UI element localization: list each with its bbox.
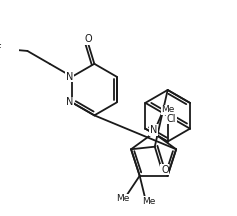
Text: Me: Me xyxy=(161,105,175,114)
Text: N: N xyxy=(66,72,73,82)
Text: F: F xyxy=(0,44,2,54)
Text: Cl: Cl xyxy=(167,114,176,124)
Text: Me: Me xyxy=(142,197,155,206)
Text: N: N xyxy=(66,97,73,108)
Text: O: O xyxy=(84,34,92,44)
Text: Me: Me xyxy=(116,194,130,203)
Text: O: O xyxy=(161,165,169,175)
Text: N: N xyxy=(150,125,157,135)
